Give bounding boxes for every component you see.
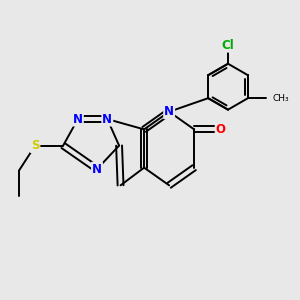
- Text: N: N: [92, 163, 102, 176]
- Text: S: S: [31, 139, 39, 152]
- Text: N: N: [73, 112, 83, 126]
- Text: Cl: Cl: [222, 39, 234, 52]
- Text: N: N: [102, 112, 112, 126]
- Text: N: N: [164, 105, 174, 118]
- Text: O: O: [216, 123, 226, 136]
- Text: CH₃: CH₃: [272, 94, 289, 103]
